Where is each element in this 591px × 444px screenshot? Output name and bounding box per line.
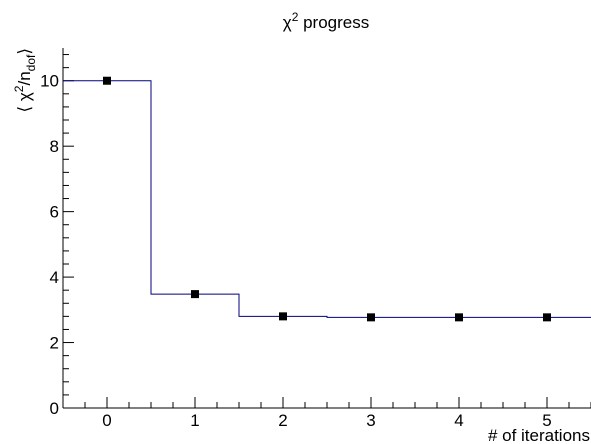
data-point-marker (367, 313, 375, 322)
x-axis-label: # of iterations (488, 426, 590, 444)
data-point-marker (191, 290, 199, 299)
ticks-layer: 0 1 2 3 4 5 0 2 4 6 8 10 (40, 54, 591, 430)
ylabel-sub: dof (24, 54, 38, 71)
data-point-marker (103, 76, 111, 85)
data-point-marker (455, 313, 463, 322)
series-layer (63, 76, 591, 322)
x-tick-label: 1 (190, 411, 199, 430)
ylabel-open: ⟨ χ (15, 92, 34, 112)
y-tick-label: 4 (50, 268, 59, 287)
chart-title: χ2 progress (283, 10, 370, 32)
data-point-marker (543, 313, 551, 322)
x-tick-label: 4 (454, 411, 463, 430)
y-tick-label: 6 (50, 203, 59, 222)
title-chi: χ (283, 13, 292, 32)
x-tick-label: 3 (366, 411, 375, 430)
step-line (63, 80, 591, 318)
x-tick-label: 2 (278, 411, 287, 430)
x-tick-label: 0 (102, 411, 111, 430)
title-rest: progress (298, 13, 369, 32)
y-axis-label: ⟨ χ2/ndof⟩ (12, 48, 38, 112)
y-tick-label: 0 (50, 399, 59, 418)
ylabel-sup: 2 (12, 85, 26, 92)
data-point-marker (279, 312, 287, 321)
y-tick-label: 8 (50, 137, 59, 156)
title-sup: 2 (292, 10, 299, 24)
y-tick-label: 2 (50, 334, 59, 353)
y-tick-label: 10 (40, 72, 59, 91)
ylabel-mid: /n (15, 71, 34, 85)
x-tick-label: 5 (542, 411, 551, 430)
ylabel-close: ⟩ (15, 48, 34, 55)
